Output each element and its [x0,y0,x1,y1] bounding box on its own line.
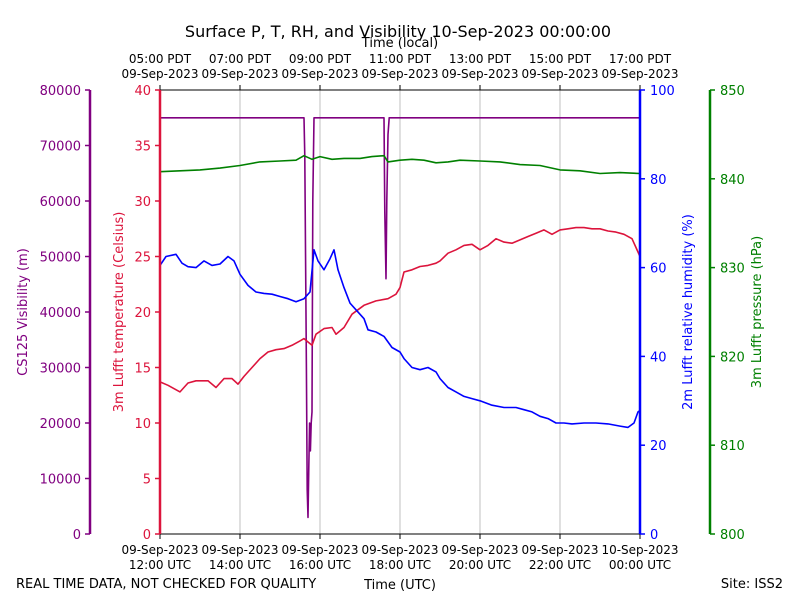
bottom-x-tick-date: 09-Sep-2023 [281,543,358,557]
bottom-x-tick-time: 14:00 UTC [209,558,271,572]
top-x-tick-time: 11:00 PDT [369,52,432,66]
footer-site: Site: ISS2 [721,577,783,592]
humidity-tick-label: 80 [650,173,667,188]
temperature-tick-label: 15 [134,362,151,377]
footer-quality-note: REAL TIME DATA, NOT CHECKED FOR QUALITY [16,577,316,592]
visibility-series-line [160,117,640,519]
humidity-tick-label: 0 [650,528,658,543]
bottom-x-tick-time: 00:00 UTC [609,558,671,572]
pressure-series-line [160,154,640,175]
top-x-tick-date: 09-Sep-2023 [441,67,518,81]
bottom-x-tick-time: 20:00 UTC [449,558,511,572]
visibility-tick-label: 20000 [40,417,81,432]
pressure-tick-label: 850 [720,84,745,99]
temperature-tick-label: 25 [134,251,151,266]
top-x-tick-date: 09-Sep-2023 [361,67,438,81]
bottom-x-tick-date: 09-Sep-2023 [121,543,198,557]
pressure-tick-label: 810 [720,439,745,454]
bottom-x-tick-date: 09-Sep-2023 [361,543,438,557]
temperature-tick-label: 10 [134,417,151,432]
humidity-tick-label: 40 [650,350,667,365]
temperature-tick-label: 30 [134,195,151,210]
temperature-tick-label: 35 [134,140,151,155]
pressure-tick-label: 840 [720,173,745,188]
bottom-x-axis-label: Time (UTC) [363,578,436,593]
visibility-tick-label: 0 [73,528,81,543]
pressure-tick-label: 800 [720,528,745,543]
chart-title: Surface P, T, RH, and Visibility 10-Sep-… [185,22,611,41]
temperature-tick-label: 0 [143,528,151,543]
top-x-tick-time: 09:00 PDT [289,52,352,66]
visibility-tick-label: 60000 [40,195,81,210]
top-x-tick-time: 13:00 PDT [449,52,512,66]
vertical-grid [239,90,561,534]
bottom-x-tick-date: 09-Sep-2023 [521,543,598,557]
top-x-tick-time: 17:00 PDT [609,52,672,66]
pressure-tick-label: 830 [720,262,745,277]
top-x-tick-date: 09-Sep-2023 [601,67,678,81]
temperature-tick-label: 40 [134,84,151,99]
top-x-tick-time: 15:00 PDT [529,52,592,66]
temperature-axis-label: 3m Lufft temperature (Celsius) [112,212,127,413]
bottom-x-tick-date: 09-Sep-2023 [201,543,278,557]
humidity-tick-label: 100 [650,84,675,99]
temperature-series-line [160,226,640,393]
bottom-x-tick-time: 12:00 UTC [129,558,191,572]
bottom-x-tick-date: 09-Sep-2023 [441,543,518,557]
visibility-axis-label: CS125 Visibility (m) [16,248,31,376]
top-x-tick-time: 05:00 PDT [129,52,192,66]
visibility-tick-label: 70000 [40,140,81,155]
bottom-x-tick-time: 18:00 UTC [369,558,431,572]
top-x-axis-label: Time (local) [361,36,438,51]
bottom-x-tick-time: 16:00 UTC [289,558,351,572]
visibility-tick-label: 80000 [40,84,81,99]
top-x-tick-time: 07:00 PDT [209,52,272,66]
bottom-x-tick-date: 10-Sep-2023 [601,543,678,557]
plot-area [160,117,640,519]
pressure-tick-label: 820 [720,350,745,365]
top-x-tick-date: 09-Sep-2023 [281,67,358,81]
humidity-tick-label: 20 [650,439,667,454]
bottom-x-tick-time: 22:00 UTC [529,558,591,572]
visibility-tick-label: 50000 [40,251,81,266]
top-x-tick-date: 09-Sep-2023 [201,67,278,81]
humidity-tick-label: 60 [650,262,667,277]
visibility-tick-label: 10000 [40,473,81,488]
humidity-axis-label: 2m Lufft relative humidity (%) [681,214,696,410]
humidity-series-line [160,249,640,429]
temperature-tick-label: 5 [143,473,151,488]
top-x-tick-date: 09-Sep-2023 [521,67,598,81]
top-x-tick-date: 09-Sep-2023 [121,67,198,81]
visibility-tick-label: 30000 [40,362,81,377]
visibility-tick-label: 40000 [40,306,81,321]
temperature-tick-label: 20 [134,306,151,321]
pressure-axis-label: 3m Lufft pressure (hPa) [750,236,765,388]
